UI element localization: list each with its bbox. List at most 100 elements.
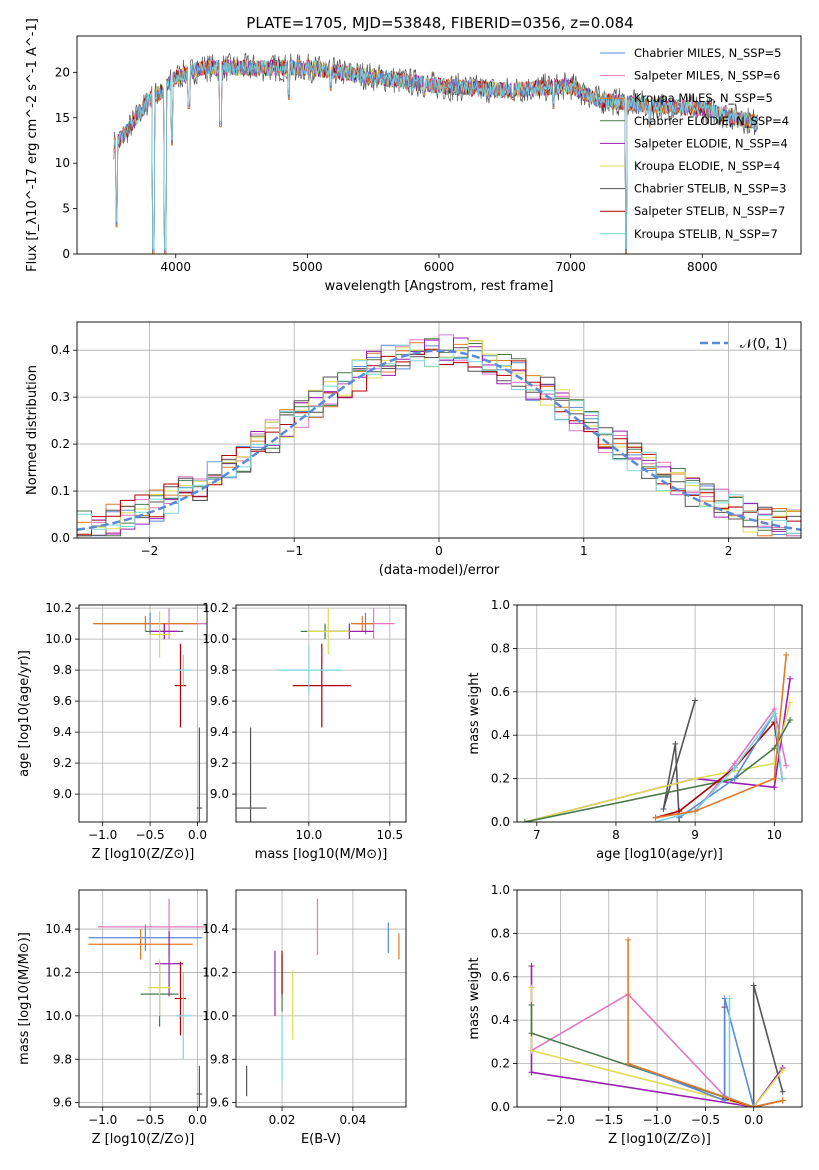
- x-tick-label: −1.0: [88, 1113, 117, 1127]
- weight-line: [724, 985, 784, 1107]
- x-tick-label: 5000: [292, 260, 323, 274]
- axes-frame: [76, 321, 802, 539]
- y-tick-label: 9.6: [210, 694, 229, 708]
- axes-frame: [78, 604, 208, 823]
- error-bar: [307, 608, 350, 655]
- panel-8: −2.0 −1.5 −1.0 −0.5 0.0 0.0 0.2 0.4 0.6 0.8 1.0 Z […: [467, 883, 803, 1147]
- x-tick-label: 7: [533, 828, 541, 842]
- panel-1: 4000 5000 6000 7000 8000 0 5 10 15 20 wavelength […: [25, 18, 802, 294]
- weight-line: [655, 711, 783, 822]
- plot-area: [236, 608, 395, 822]
- weight-marker: [528, 1002, 535, 1009]
- weight-series: [625, 936, 786, 1107]
- y-tick-label: 10.2: [202, 601, 229, 615]
- legend-entry: Kroupa ELODIE, N_SSP=4: [634, 159, 780, 173]
- y-tick-label: 0.0: [51, 531, 70, 545]
- y-tick-label: 9.2: [210, 756, 229, 770]
- axes-frame: [76, 35, 802, 255]
- error-bar: [196, 727, 203, 822]
- y-axis-label: Flux [f_λ10^-17 erg cm^-2 s^-1 A^-1]: [25, 18, 40, 272]
- y-tick-label: 9.0: [210, 787, 229, 801]
- y-tick-label: 0.2: [491, 1057, 510, 1071]
- y-tick-label: 9.8: [210, 663, 229, 677]
- x-tick-label: 9: [691, 828, 699, 842]
- x-tick-label: −2: [141, 544, 159, 558]
- y-tick-label: 0.4: [491, 1013, 510, 1027]
- y-tick-label: 0.2: [491, 772, 510, 786]
- weight-series: [676, 710, 786, 821]
- weight-marker: [771, 719, 778, 726]
- y-axis-label: mass weight: [467, 672, 482, 754]
- y-tick-label: 10.0: [45, 1009, 72, 1023]
- y-tick-label: 0.4: [491, 728, 510, 742]
- x-tick-label: 6000: [424, 260, 455, 274]
- x-tick-label: 0.02: [269, 1113, 296, 1127]
- x-tick-label: 8: [612, 828, 620, 842]
- y-tick-label: 0.6: [491, 970, 510, 984]
- axes-frame: [516, 889, 803, 1108]
- y-tick-label: 10.0: [202, 1009, 229, 1023]
- y-tick-label: 15: [55, 111, 70, 125]
- weight-marker: [787, 675, 794, 682]
- weight-line: [627, 939, 783, 1107]
- error-bar: [174, 643, 187, 728]
- x-tick-label: 0.04: [340, 1113, 367, 1127]
- panel-5: 7 8 9 10 0.0 0.2 0.4 0.6 0.8 1.0 age [log10(age/yr…: [467, 598, 803, 862]
- legend-entry: Chabrier MILES, N_SSP=5: [634, 46, 781, 60]
- x-axis-label: Z [log10(Z/Z⊙)]: [92, 1132, 195, 1147]
- weight-line: [655, 654, 787, 819]
- weight-marker: [787, 699, 794, 706]
- y-tick-label: 9.4: [53, 725, 72, 739]
- x-tick-label: 0: [435, 544, 443, 558]
- error-bar: [196, 1065, 203, 1107]
- error-bar: [88, 924, 203, 951]
- x-tick-label: 10.0: [295, 828, 322, 842]
- x-axis-label: mass [log10(M/M⊙)]: [255, 847, 388, 862]
- x-tick-label: 0.0: [188, 828, 207, 842]
- weight-marker: [625, 936, 632, 943]
- error-bar: [174, 961, 187, 1036]
- y-tick-label: 9.8: [53, 1052, 72, 1066]
- y-tick-label: 9.4: [210, 725, 229, 739]
- weight-series: [521, 717, 794, 822]
- weight-marker: [731, 775, 738, 782]
- weight-marker: [783, 651, 790, 658]
- y-tick-label: 5: [62, 202, 70, 216]
- x-tick-label: −0.5: [136, 1113, 165, 1127]
- x-axis-label: wavelength [Angstrom, rest frame]: [325, 279, 554, 294]
- y-tick-label: 10: [55, 156, 70, 170]
- spectrum-line: [113, 59, 758, 249]
- error-bar: [276, 646, 342, 694]
- y-tick-label: 10.2: [45, 601, 72, 615]
- axes-frame: [78, 889, 208, 1108]
- weight-marker: [779, 775, 786, 782]
- y-tick-label: 9.6: [210, 1096, 229, 1110]
- y-tick-label: 0.6: [491, 685, 510, 699]
- legend-entry: Salpeter STELIB, N_SSP=7: [634, 204, 785, 218]
- axes-frame: [235, 604, 407, 823]
- panel-7: 0.02 0.04 9.6 9.8 10.0 10.2 10.4 E(B-V): [202, 889, 407, 1147]
- legend-entry: Chabrier STELIB, N_SSP=3: [634, 182, 786, 196]
- weight-marker: [528, 1030, 535, 1037]
- legend-entry: Salpeter ELODIE, N_SSP=4: [634, 136, 788, 150]
- weight-series: [652, 719, 786, 821]
- weight-marker: [750, 982, 757, 989]
- weight-marker: [528, 962, 535, 969]
- y-tick-label: 0.1: [51, 484, 70, 498]
- x-axis-label: (data-model)/error: [379, 563, 500, 578]
- legend-entry: Kroupa MILES, N_SSP=5: [634, 91, 773, 105]
- error-bar: [175, 972, 191, 1060]
- y-tick-label: 0.0: [491, 1100, 510, 1114]
- weight-marker: [692, 697, 699, 704]
- weight-marker: [660, 805, 667, 812]
- y-tick-label: 10.0: [45, 632, 72, 646]
- weight-marker: [779, 1067, 786, 1074]
- weight-marker: [521, 819, 528, 822]
- x-tick-label: 10: [767, 828, 782, 842]
- y-tick-label: 0.8: [491, 926, 510, 940]
- weight-marker: [692, 808, 699, 815]
- error-bar: [150, 623, 179, 640]
- weight-marker: [771, 775, 778, 782]
- error-bar: [148, 959, 171, 1016]
- legend-entry: Kroupa STELIB, N_SSP=7: [634, 227, 778, 241]
